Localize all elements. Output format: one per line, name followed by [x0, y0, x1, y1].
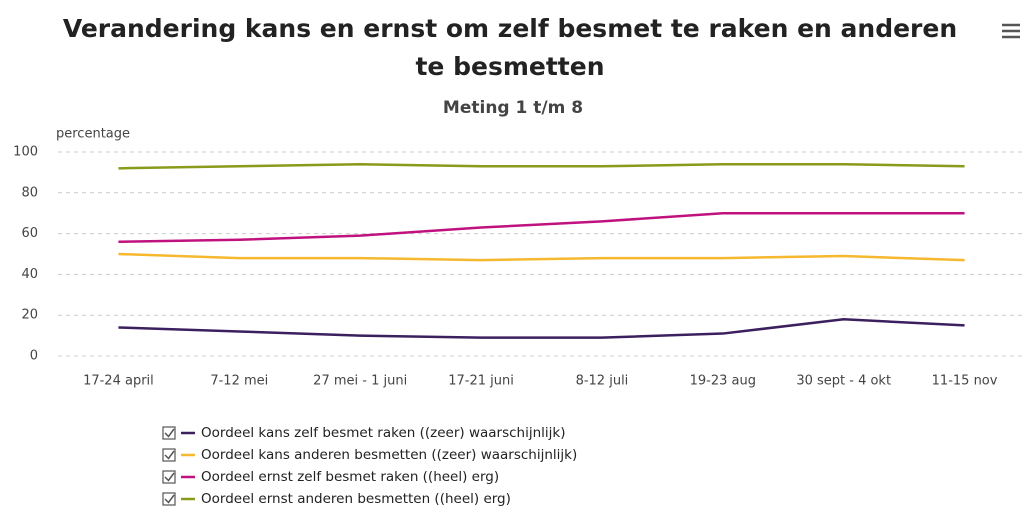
y-tick-label: 80 [21, 185, 38, 200]
legend-item[interactable]: Oordeel ernst anderen besmetten ((heel) … [162, 491, 511, 507]
chart-subtitle: Meting 1 t/m 8 [443, 98, 583, 118]
x-tick-label: 19-23 aug [690, 374, 756, 389]
y-tick-label: 20 [21, 308, 38, 323]
legend-checkbox [162, 470, 176, 484]
series-line [118, 211, 965, 244]
legend-check [164, 472, 175, 482]
legend-item[interactable]: Oordeel kans anderen besmetten ((zeer) w… [162, 447, 577, 463]
x-tick-label: 11-15 nov [932, 374, 998, 389]
legend-check [164, 428, 175, 438]
x-tick-label: 17-24 april [83, 374, 154, 389]
legend-label: Oordeel ernst anderen besmetten ((heel) … [201, 491, 511, 507]
x-tick-label: 7-12 mei [210, 374, 268, 389]
y-axis-label: percentage [56, 127, 130, 142]
menu-icon[interactable] [1002, 23, 1020, 39]
series-line [118, 162, 965, 170]
legend-item[interactable]: Oordeel kans zelf besmet raken ((zeer) w… [162, 425, 566, 441]
legend-label: Oordeel ernst zelf besmet raken ((heel) … [201, 469, 499, 485]
legend-check [164, 450, 175, 460]
y-tick-label: 100 [13, 145, 38, 160]
legend-checkbox [162, 426, 176, 440]
legend-checkbox [162, 448, 176, 462]
y-tick-label: 0 [30, 349, 38, 364]
legend-item[interactable]: Oordeel ernst zelf besmet raken ((heel) … [162, 469, 499, 485]
x-tick-label: 27 mei - 1 juni [313, 374, 407, 389]
legend-label: Oordeel kans anderen besmetten ((zeer) w… [201, 447, 577, 463]
x-tick-label: 17-21 juni [448, 374, 514, 389]
chart-title: Verandering kans en ernst om zelf besmet… [62, 14, 958, 81]
legend-label: Oordeel kans zelf besmet raken ((zeer) w… [201, 425, 566, 441]
x-tick-label: 30 sept - 4 okt [796, 374, 891, 389]
x-tick-label: 8-12 juli [576, 374, 629, 389]
series-line [118, 252, 965, 262]
y-tick-label: 60 [21, 226, 38, 241]
series-line [118, 318, 965, 339]
legend-check [164, 494, 175, 504]
y-tick-label: 40 [21, 267, 38, 282]
legend-checkbox [162, 492, 176, 506]
